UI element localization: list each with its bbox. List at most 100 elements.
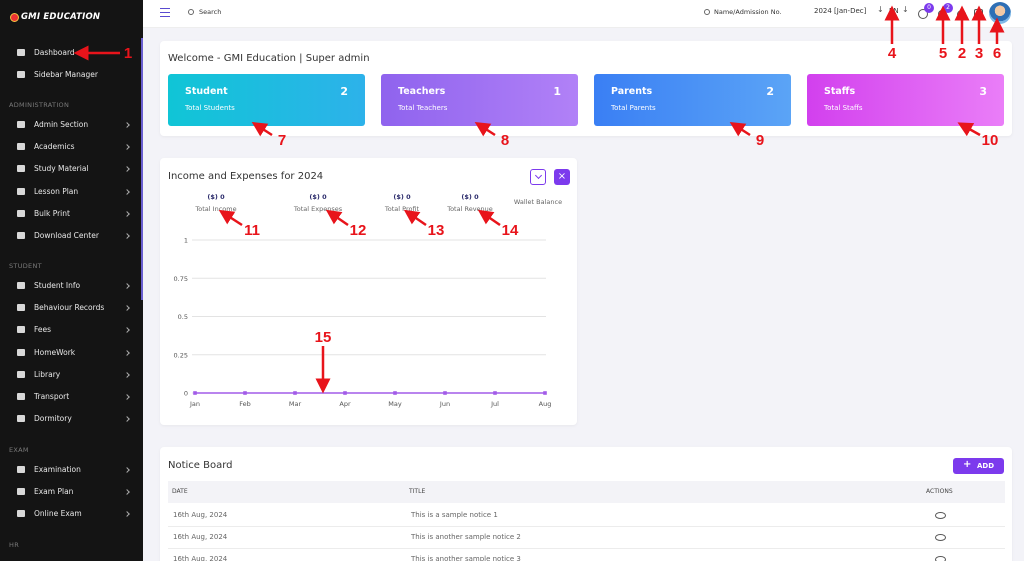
column-header: DATE bbox=[172, 488, 188, 495]
session-select[interactable]: 2024 [Jan-Dec] bbox=[814, 7, 867, 15]
stat-card-count: 2 bbox=[340, 85, 348, 98]
data-point bbox=[343, 391, 347, 395]
sidebar-item[interactable]: Download Center bbox=[0, 229, 140, 243]
summary-value: ($) 0 bbox=[393, 193, 411, 201]
sidebar-item[interactable]: Online Exam bbox=[0, 507, 140, 521]
stat-card[interactable]: Parents 2 Total Parents bbox=[594, 74, 791, 126]
data-point bbox=[193, 391, 197, 395]
menu-icon bbox=[17, 393, 25, 400]
stat-card-subtitle: Total Staffs bbox=[824, 104, 863, 112]
scroll-indicator bbox=[141, 38, 143, 300]
stat-card-title: Parents bbox=[611, 86, 653, 97]
y-tick-label: 0.5 bbox=[178, 313, 188, 321]
badge: 2 bbox=[943, 3, 953, 13]
stat-card-count: 3 bbox=[979, 85, 987, 98]
stat-card-title: Student bbox=[185, 86, 228, 97]
menu-icon bbox=[17, 466, 25, 473]
sidebar-item[interactable]: Admin Section bbox=[0, 118, 140, 132]
view-icon[interactable] bbox=[935, 534, 946, 541]
menu-icon bbox=[17, 121, 25, 128]
sidebar-item[interactable]: Dormitory bbox=[0, 412, 140, 426]
menu-label: Online Exam bbox=[34, 509, 82, 519]
y-tick-label: 1 bbox=[184, 237, 188, 245]
notice-title: This is a sample notice 1 bbox=[411, 511, 498, 519]
menu-label: Student Info bbox=[34, 281, 81, 290]
chart-title: Income and Expenses for 2024 bbox=[168, 171, 324, 182]
stat-card-subtitle: Total Parents bbox=[611, 104, 656, 112]
notice-date: 16th Aug, 2024 bbox=[173, 555, 228, 561]
sidebar-item[interactable]: Examination bbox=[0, 463, 140, 477]
chevron bbox=[124, 144, 130, 151]
x-tick-label: Feb bbox=[239, 400, 251, 408]
chevron bbox=[124, 327, 130, 334]
sidebar-item[interactable]: Student Info bbox=[0, 279, 140, 293]
view-icon[interactable] bbox=[935, 556, 946, 561]
user-avatar[interactable] bbox=[989, 2, 1011, 24]
sidebar-section-title: STUDENT bbox=[9, 262, 42, 270]
menu-label: Dormitory bbox=[34, 414, 72, 424]
stat-card-title: Staffs bbox=[824, 86, 856, 97]
language-select[interactable]: EN bbox=[889, 7, 899, 15]
view-icon[interactable] bbox=[935, 512, 946, 519]
menu-icon bbox=[17, 304, 25, 312]
sidebar-item[interactable]: HomeWork bbox=[0, 346, 140, 360]
stat-card[interactable]: Student 2 Total Students bbox=[168, 74, 365, 126]
welcome-title: Welcome - GMI Education | Super admin bbox=[168, 53, 370, 64]
x-tick-label: Jan bbox=[189, 400, 200, 408]
x-tick-label: Aug bbox=[539, 400, 552, 408]
collapse-button[interactable] bbox=[530, 169, 546, 185]
notice-title: This is another sample notice 3 bbox=[411, 555, 521, 561]
language-globe-icon[interactable] bbox=[957, 9, 966, 19]
sidebar-item[interactable]: Fees bbox=[0, 323, 140, 337]
add-label: ADD bbox=[977, 462, 995, 470]
menu-icon bbox=[17, 348, 25, 356]
chevron bbox=[124, 371, 130, 378]
data-point bbox=[293, 391, 297, 395]
menu-toggle[interactable] bbox=[160, 8, 170, 17]
y-tick-label: 0.25 bbox=[174, 351, 188, 359]
search-icon bbox=[188, 9, 194, 15]
stat-card[interactable]: Staffs 3 Total Staffs bbox=[807, 74, 1004, 126]
sidebar-item[interactable]: Behaviour Records bbox=[0, 301, 140, 315]
sidebar-item[interactable]: Academics bbox=[0, 140, 140, 154]
menu-icon bbox=[17, 187, 25, 195]
sidebar-item[interactable]: Study Material bbox=[0, 162, 140, 176]
chevron bbox=[124, 233, 130, 239]
menu-icon bbox=[17, 165, 25, 173]
summary-label: Total Revenue bbox=[447, 205, 493, 213]
settings-icon[interactable] bbox=[974, 9, 983, 18]
menu-icon bbox=[17, 49, 25, 56]
sidebar-item[interactable]: Library bbox=[0, 368, 140, 382]
menu-label: Dashboard bbox=[34, 48, 75, 57]
messages-icon[interactable] bbox=[918, 9, 928, 19]
menu-label: Fees bbox=[34, 325, 52, 335]
menu-icon bbox=[17, 232, 25, 239]
sidebar-item[interactable]: Bulk Print bbox=[0, 207, 140, 221]
language-arrow: ↓ bbox=[902, 5, 909, 14]
row-divider bbox=[168, 526, 1005, 527]
menu-label: HomeWork bbox=[34, 347, 76, 357]
add-button[interactable]: + ADD bbox=[953, 458, 1004, 474]
sidebar-item[interactable]: Sidebar Manager bbox=[0, 68, 140, 82]
admission-search[interactable]: Name/Admission No. bbox=[714, 8, 782, 16]
sidebar-item[interactable]: Lesson Plan bbox=[0, 185, 140, 199]
income-expense-panel: Income and Expenses for 2024 × ($) 0 Total … bbox=[160, 158, 577, 425]
search-input[interactable]: Search bbox=[199, 8, 222, 16]
data-point bbox=[443, 391, 447, 395]
data-point bbox=[243, 391, 247, 395]
menu-label: Transport bbox=[34, 392, 70, 401]
notice-date: 16th Aug, 2024 bbox=[173, 533, 228, 541]
menu-label: Examination bbox=[34, 465, 81, 474]
stat-card[interactable]: Teachers 1 Total Teachers bbox=[381, 74, 578, 126]
sidebar-item[interactable]: Transport bbox=[0, 390, 140, 404]
menu-icon bbox=[17, 143, 25, 151]
notice-board-panel: Notice Board + ADD DATE TITLE ACTIONS 16th Aug… bbox=[160, 447, 1012, 561]
summary-value: ($) 0 bbox=[309, 193, 327, 201]
close-button[interactable]: × bbox=[554, 169, 570, 185]
column-header: TITLE bbox=[409, 488, 426, 495]
sidebar-item[interactable]: Exam Plan bbox=[0, 485, 140, 499]
search-icon bbox=[704, 9, 710, 15]
stat-card-count: 1 bbox=[553, 85, 561, 98]
sidebar-item[interactable]: Dashboard bbox=[0, 46, 140, 60]
summary-value: ($) 0 bbox=[461, 193, 479, 201]
